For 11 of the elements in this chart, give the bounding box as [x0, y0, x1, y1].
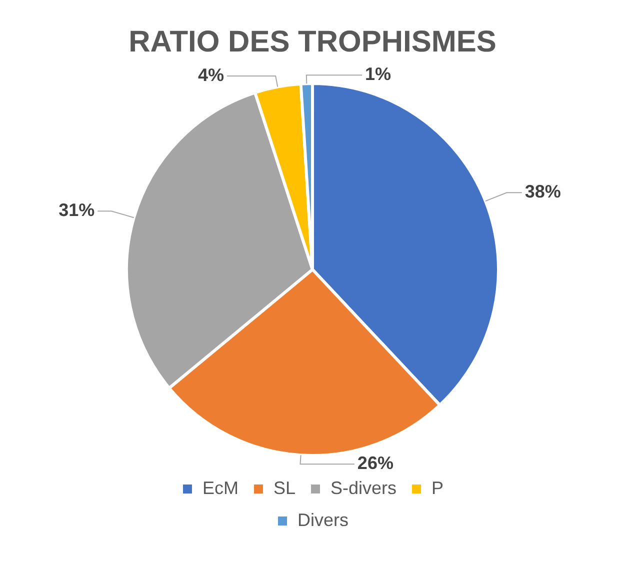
data-label: 38%	[524, 182, 561, 202]
legend-label: SL	[273, 478, 296, 498]
data-label: 1%	[364, 64, 391, 84]
legend-label: P	[432, 478, 444, 498]
legend-label: S-divers	[330, 478, 397, 498]
data-label: 26%	[357, 453, 394, 474]
legend-label: EcM	[202, 478, 238, 498]
data-label: 31%	[58, 200, 95, 220]
legend-label: Divers	[298, 510, 349, 530]
chart-title: RATIO DES TROPHISMES	[128, 25, 496, 58]
data-label: 4%	[198, 64, 224, 85]
